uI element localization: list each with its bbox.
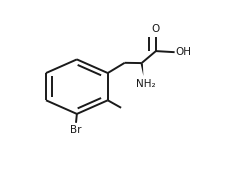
Text: OH: OH: [174, 47, 191, 57]
Text: NH₂: NH₂: [135, 79, 155, 89]
Text: Br: Br: [70, 125, 81, 135]
Polygon shape: [140, 62, 143, 76]
Text: O: O: [151, 24, 159, 34]
